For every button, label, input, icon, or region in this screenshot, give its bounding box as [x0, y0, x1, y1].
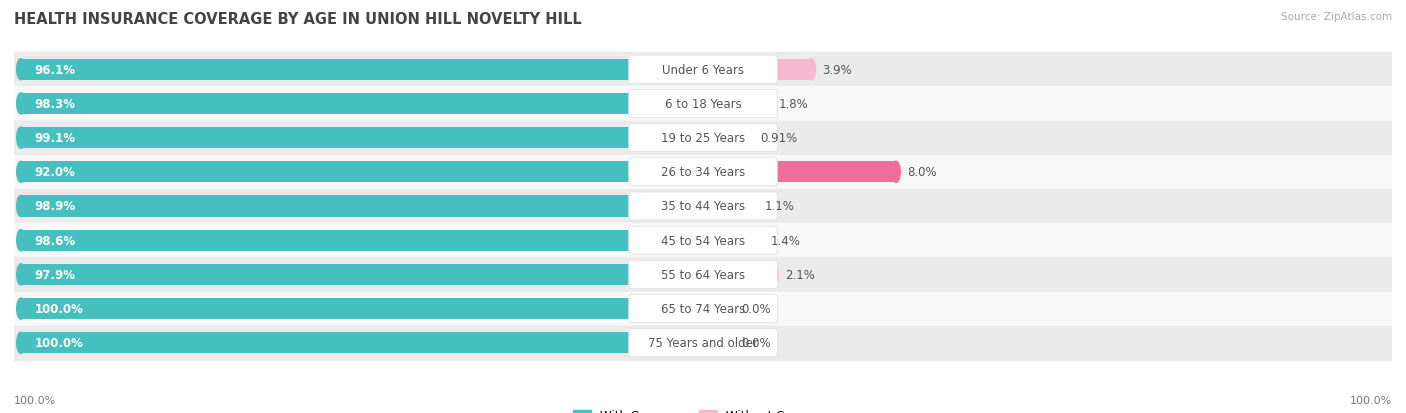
Text: 0.0%: 0.0%: [741, 337, 772, 349]
Bar: [731, 162, 896, 183]
Circle shape: [769, 264, 779, 285]
Circle shape: [17, 230, 25, 251]
Circle shape: [644, 162, 652, 183]
Bar: [731, 94, 768, 115]
FancyBboxPatch shape: [628, 227, 778, 254]
Legend: With Coverage, Without Coverage: With Coverage, Without Coverage: [568, 404, 838, 413]
Bar: [21, 230, 693, 251]
Circle shape: [807, 59, 815, 81]
Bar: [14, 190, 1392, 223]
Bar: [14, 258, 1392, 292]
Circle shape: [17, 264, 25, 285]
Bar: [731, 59, 811, 81]
Text: 98.3%: 98.3%: [35, 97, 76, 111]
Bar: [14, 326, 1392, 360]
Circle shape: [745, 128, 754, 149]
Text: 3.9%: 3.9%: [823, 64, 852, 76]
Circle shape: [688, 94, 696, 115]
Circle shape: [17, 128, 25, 149]
Text: 2.1%: 2.1%: [785, 268, 815, 281]
Text: 26 to 34 Years: 26 to 34 Years: [661, 166, 745, 179]
Bar: [731, 128, 749, 149]
Text: 0.91%: 0.91%: [761, 132, 797, 145]
Circle shape: [17, 162, 25, 183]
Bar: [731, 230, 759, 251]
Circle shape: [692, 196, 700, 217]
Bar: [21, 196, 696, 217]
Text: 45 to 54 Years: 45 to 54 Years: [661, 234, 745, 247]
Circle shape: [17, 196, 25, 217]
Text: 1.1%: 1.1%: [765, 200, 794, 213]
FancyBboxPatch shape: [628, 159, 778, 186]
Circle shape: [17, 332, 25, 354]
Circle shape: [727, 128, 735, 149]
Text: 65 to 74 Years: 65 to 74 Years: [661, 302, 745, 316]
Circle shape: [17, 94, 25, 115]
Text: 35 to 44 Years: 35 to 44 Years: [661, 200, 745, 213]
Text: 100.0%: 100.0%: [35, 337, 83, 349]
Circle shape: [891, 162, 900, 183]
Text: 96.1%: 96.1%: [35, 64, 76, 76]
Circle shape: [763, 94, 772, 115]
Bar: [21, 128, 697, 149]
Text: HEALTH INSURANCE COVERAGE BY AGE IN UNION HILL NOVELTY HILL: HEALTH INSURANCE COVERAGE BY AGE IN UNIO…: [14, 12, 582, 27]
Circle shape: [727, 59, 735, 81]
Text: 1.4%: 1.4%: [770, 234, 800, 247]
Circle shape: [755, 230, 763, 251]
Text: 1.8%: 1.8%: [779, 97, 808, 111]
Circle shape: [693, 128, 702, 149]
Bar: [21, 162, 648, 183]
FancyBboxPatch shape: [628, 56, 778, 84]
Text: 100.0%: 100.0%: [14, 395, 56, 405]
Text: 75 Years and older: 75 Years and older: [648, 337, 758, 349]
Circle shape: [727, 94, 735, 115]
FancyBboxPatch shape: [628, 90, 778, 118]
FancyBboxPatch shape: [628, 261, 778, 289]
Bar: [21, 59, 676, 81]
FancyBboxPatch shape: [628, 295, 778, 323]
FancyBboxPatch shape: [628, 192, 778, 221]
Bar: [21, 298, 703, 319]
Text: Source: ZipAtlas.com: Source: ZipAtlas.com: [1281, 12, 1392, 22]
Bar: [21, 332, 703, 354]
Circle shape: [727, 196, 735, 217]
Circle shape: [727, 162, 735, 183]
Bar: [14, 292, 1392, 326]
Circle shape: [699, 298, 707, 319]
Bar: [21, 94, 692, 115]
Circle shape: [17, 298, 25, 319]
Bar: [14, 155, 1392, 190]
Text: 100.0%: 100.0%: [1350, 395, 1392, 405]
Circle shape: [672, 59, 681, 81]
Circle shape: [685, 264, 693, 285]
Text: 6 to 18 Years: 6 to 18 Years: [665, 97, 741, 111]
Circle shape: [689, 230, 697, 251]
Bar: [14, 121, 1392, 155]
Circle shape: [727, 230, 735, 251]
Bar: [14, 87, 1392, 121]
Text: 98.9%: 98.9%: [35, 200, 76, 213]
Text: 0.0%: 0.0%: [741, 302, 772, 316]
Text: 55 to 64 Years: 55 to 64 Years: [661, 268, 745, 281]
Bar: [21, 264, 689, 285]
Circle shape: [727, 264, 735, 285]
Text: 92.0%: 92.0%: [35, 166, 76, 179]
Text: 97.9%: 97.9%: [35, 268, 76, 281]
Bar: [14, 223, 1392, 258]
Circle shape: [699, 332, 707, 354]
Text: 8.0%: 8.0%: [907, 166, 936, 179]
Circle shape: [17, 59, 25, 81]
Text: 99.1%: 99.1%: [35, 132, 76, 145]
Text: Under 6 Years: Under 6 Years: [662, 64, 744, 76]
Text: 98.6%: 98.6%: [35, 234, 76, 247]
Bar: [731, 264, 773, 285]
Circle shape: [749, 196, 758, 217]
Text: 100.0%: 100.0%: [35, 302, 83, 316]
Text: 19 to 25 Years: 19 to 25 Years: [661, 132, 745, 145]
FancyBboxPatch shape: [628, 124, 778, 152]
Bar: [14, 53, 1392, 87]
FancyBboxPatch shape: [628, 329, 778, 357]
Bar: [731, 196, 754, 217]
